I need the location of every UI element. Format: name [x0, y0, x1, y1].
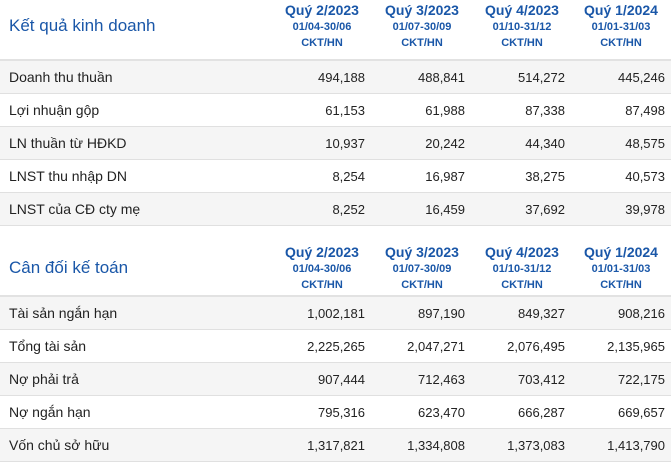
quarter-date-range: 01/01-31/03: [591, 263, 651, 275]
quarter-date-range: 01/04-30/06: [292, 21, 352, 33]
quarter-audit-status: CKT/HN: [401, 37, 443, 49]
quarter-column-header: Quý 4/2023 01/10-31/12 CKT/HN: [472, 244, 572, 293]
cell-value: 849,327: [518, 306, 565, 321]
income-statement-header: Kết quả kinh doanh Quý 2/2023 01/04-30/0…: [0, 0, 671, 61]
balance-sheet-section: Cân đối kế toán Quý 2/2023 01/04-30/06 C…: [0, 226, 671, 462]
cell-value: 8,252: [332, 202, 365, 217]
quarter-column-header: Quý 1/2024 01/01-31/03 CKT/HN: [571, 244, 671, 293]
quarter-audit-status: CKT/HN: [600, 279, 642, 291]
quarter-date-range: 01/01-31/03: [591, 21, 651, 33]
quarter-label: Quý 1/2024: [584, 244, 658, 260]
cell-value: 20,242: [425, 136, 465, 151]
cell-value: 2,076,495: [507, 339, 565, 354]
quarter-audit-status: CKT/HN: [600, 37, 642, 49]
cell-value: 2,225,265: [307, 339, 365, 354]
quarter-column-header: Quý 2/2023 01/04-30/06 CKT/HN: [272, 244, 372, 293]
row-label: Nợ ngắn hạn: [9, 404, 91, 420]
row-label: LNST của CĐ cty mẹ: [9, 201, 141, 217]
cell-value: 712,463: [418, 372, 465, 387]
cell-value: 16,987: [425, 169, 465, 184]
cell-value: 39,978: [625, 202, 665, 217]
quarter-audit-status: CKT/HN: [501, 279, 543, 291]
cell-value: 703,412: [518, 372, 565, 387]
table-row: Tổng tài sản 2,225,265 2,047,271 2,076,4…: [0, 330, 671, 363]
quarter-date-range: 01/04-30/06: [292, 263, 352, 275]
cell-value: 488,841: [418, 70, 465, 85]
quarter-audit-status: CKT/HN: [301, 279, 343, 291]
cell-value: 61,988: [425, 103, 465, 118]
row-label: Tài sản ngắn hạn: [9, 305, 118, 321]
cell-value: 8,254: [332, 169, 365, 184]
quarter-label: Quý 2/2023: [285, 244, 359, 260]
cell-value: 666,287: [518, 405, 565, 420]
quarter-date-range: 01/10-31/12: [492, 21, 552, 33]
cell-value: 37,692: [525, 202, 565, 217]
cell-value: 40,573: [625, 169, 665, 184]
cell-value: 1,317,821: [307, 438, 365, 453]
cell-value: 2,135,965: [607, 339, 665, 354]
quarter-audit-status: CKT/HN: [301, 37, 343, 49]
table-row: Vốn chủ sở hữu 1,317,821 1,334,808 1,373…: [0, 429, 671, 462]
quarter-column-header: Quý 3/2023 01/07-30/09 CKT/HN: [372, 244, 472, 293]
balance-sheet-header: Cân đối kế toán Quý 2/2023 01/04-30/06 C…: [0, 226, 671, 297]
cell-value: 722,175: [618, 372, 665, 387]
section-title: Cân đối kế toán: [9, 258, 129, 277]
row-label: Vốn chủ sở hữu: [9, 437, 110, 453]
section-title: Kết quả kinh doanh: [9, 16, 156, 35]
table-row: Lợi nhuận gộp 61,153 61,988 87,338 87,49…: [0, 94, 671, 127]
table-row: Tài sản ngắn hạn 1,002,181 897,190 849,3…: [0, 297, 671, 330]
quarter-date-range: 01/10-31/12: [492, 263, 552, 275]
row-label: Nợ phải trả: [9, 371, 79, 387]
cell-value: 61,153: [325, 103, 365, 118]
quarter-label: Quý 1/2024: [584, 2, 658, 18]
cell-value: 908,216: [618, 306, 665, 321]
cell-value: 2,047,271: [407, 339, 465, 354]
cell-value: 795,316: [318, 405, 365, 420]
quarter-date-range: 01/07-30/09: [392, 21, 452, 33]
table-row: LNST thu nhập DN 8,254 16,987 38,275 40,…: [0, 160, 671, 193]
quarter-label: Quý 2/2023: [285, 2, 359, 18]
cell-value: 1,334,808: [407, 438, 465, 453]
quarter-column-header: Quý 1/2024 01/01-31/03 CKT/HN: [571, 2, 671, 51]
quarter-label: Quý 3/2023: [385, 2, 459, 18]
income-statement-section: Kết quả kinh doanh Quý 2/2023 01/04-30/0…: [0, 0, 671, 226]
table-row: LNST của CĐ cty mẹ 8,252 16,459 37,692 3…: [0, 193, 671, 226]
quarter-date-range: 01/07-30/09: [392, 263, 452, 275]
cell-value: 1,373,083: [507, 438, 565, 453]
row-label: LNST thu nhập DN: [9, 168, 128, 184]
row-label: Lợi nhuận gộp: [9, 102, 100, 118]
row-label: Doanh thu thuần: [9, 69, 113, 85]
cell-value: 494,188: [318, 70, 365, 85]
cell-value: 897,190: [418, 306, 465, 321]
cell-value: 445,246: [618, 70, 665, 85]
quarter-label: Quý 3/2023: [385, 244, 459, 260]
table-row: Nợ phải trả 907,444 712,463 703,412 722,…: [0, 363, 671, 396]
row-label: LN thuần từ HĐKD: [9, 135, 127, 151]
quarter-column-header: Quý 2/2023 01/04-30/06 CKT/HN: [272, 2, 372, 51]
quarter-audit-status: CKT/HN: [401, 279, 443, 291]
quarter-column-header: Quý 4/2023 01/10-31/12 CKT/HN: [472, 2, 572, 51]
row-label: Tổng tài sản: [9, 338, 87, 354]
cell-value: 87,498: [625, 103, 665, 118]
quarter-label: Quý 4/2023: [485, 2, 559, 18]
table-row: Doanh thu thuần 494,188 488,841 514,272 …: [0, 61, 671, 94]
cell-value: 87,338: [525, 103, 565, 118]
cell-value: 669,657: [618, 405, 665, 420]
cell-value: 10,937: [325, 136, 365, 151]
quarter-audit-status: CKT/HN: [501, 37, 543, 49]
cell-value: 623,470: [418, 405, 465, 420]
cell-value: 514,272: [518, 70, 565, 85]
cell-value: 907,444: [318, 372, 365, 387]
quarter-column-header: Quý 3/2023 01/07-30/09 CKT/HN: [372, 2, 472, 51]
cell-value: 44,340: [525, 136, 565, 151]
cell-value: 48,575: [625, 136, 665, 151]
cell-value: 1,413,790: [607, 438, 665, 453]
table-row: LN thuần từ HĐKD 10,937 20,242 44,340 48…: [0, 127, 671, 160]
cell-value: 16,459: [425, 202, 465, 217]
table-row: Nợ ngắn hạn 795,316 623,470 666,287 669,…: [0, 396, 671, 429]
quarter-label: Quý 4/2023: [485, 244, 559, 260]
cell-value: 38,275: [525, 169, 565, 184]
cell-value: 1,002,181: [307, 306, 365, 321]
